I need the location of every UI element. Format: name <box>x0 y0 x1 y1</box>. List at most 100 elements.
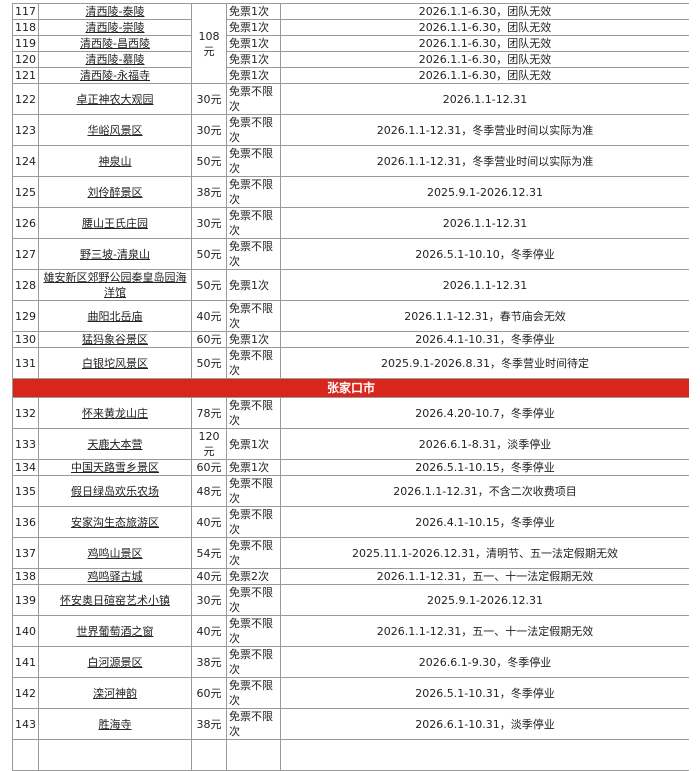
scenic-name-cell: 鸡鸣驿古城 <box>38 568 192 585</box>
table-row: 133 天鹿大本营 120元 免票1次 2026.6.1-8.31，淡季停业 <box>12 428 689 460</box>
row-number: 129 <box>12 300 39 332</box>
validity-note: 2026.1.1-6.30，团队无效 <box>280 35 689 52</box>
table-row: 132 怀来黄龙山庄 78元 免票不限次 2026.4.20-10.7，冬季停业 <box>12 397 689 429</box>
table-row: 142 滦河神韵 60元 免票不限次 2026.5.1-10.31，冬季停业 <box>12 677 689 709</box>
price: 40元 <box>191 506 227 538</box>
scenic-name-cell: 雄安新区郊野公园秦皇岛园海洋馆 <box>38 269 192 301</box>
validity-note: 2026.1.1-12.31，五一、十一法定假期无效 <box>280 568 689 585</box>
scenic-name-cell: 滦河神韵 <box>38 677 192 709</box>
row-number: 140 <box>12 615 39 647</box>
price: 78元 <box>191 397 227 429</box>
section-row: 张家口市 <box>12 378 689 398</box>
ticket-type: 免票不限次 <box>226 114 281 146</box>
scenic-name: 曲阳北岳庙 <box>87 309 143 323</box>
empty-cell <box>191 739 227 771</box>
validity-note: 2026.1.1-6.30，团队无效 <box>280 3 689 20</box>
scenic-name: 胜海寺 <box>98 717 132 731</box>
section-title: 张家口市 <box>12 378 689 398</box>
validity-note: 2026.1.1-6.30，团队无效 <box>280 67 689 84</box>
table-row: 138 鸡鸣驿古城 40元 免票2次 2026.1.1-12.31，五一、十一法定假期无… <box>12 568 689 585</box>
validity-note: 2025.9.1-2026.12.31 <box>280 584 689 616</box>
scenic-name-cell: 清西陵-慕陵 <box>38 51 192 68</box>
scenic-name-cell: 野三坡-清泉山 <box>38 238 192 270</box>
scenic-name-cell: 腰山王氏庄园 <box>38 207 192 239</box>
scenic-name-cell: 卓正神农大观园 <box>38 83 192 115</box>
row-number: 119 <box>12 35 39 52</box>
scenic-name-cell: 中国天路雪乡景区 <box>38 459 192 476</box>
scenic-name-cell: 清西陵-永福寺 <box>38 67 192 84</box>
scenic-name-cell: 胜海寺 <box>38 708 192 740</box>
scenic-name: 野三坡-清泉山 <box>80 247 150 261</box>
scenic-name-cell: 清西陵-泰陵 <box>38 3 192 20</box>
validity-note: 2026.1.1-12.31 <box>280 83 689 115</box>
scenic-name-cell: 猛犸象谷景区 <box>38 331 192 348</box>
ticket-type: 免票不限次 <box>226 475 281 507</box>
validity-note: 2026.5.1-10.15，冬季停业 <box>280 459 689 476</box>
ticket-type: 免票1次 <box>226 459 281 476</box>
row-number: 124 <box>12 145 39 177</box>
row-number: 133 <box>12 428 39 460</box>
table-wrap: 117 清西陵-泰陵 108元 免票1次 2026.1.1-6.30，团队无效 118 清西… <box>12 3 689 771</box>
scenic-name: 天鹿大本营 <box>87 437 143 451</box>
validity-note: 2026.1.1-6.30，团队无效 <box>280 19 689 36</box>
price: 60元 <box>191 331 227 348</box>
scenic-name: 世界葡萄酒之窗 <box>76 624 154 638</box>
row-number: 121 <box>12 67 39 84</box>
scenic-name: 神泉山 <box>98 154 132 168</box>
price: 60元 <box>191 677 227 709</box>
price: 48元 <box>191 475 227 507</box>
row-number: 128 <box>12 269 39 301</box>
price: 38元 <box>191 708 227 740</box>
table-row: 135 假日绿岛欢乐农场 48元 免票不限次 2026.1.1-12.31，不含二次收费… <box>12 475 689 507</box>
scenic-name: 怀来黄龙山庄 <box>82 406 148 420</box>
ticket-type: 免票1次 <box>226 35 281 52</box>
validity-note: 2026.1.1-12.31，五一、十一法定假期无效 <box>280 615 689 647</box>
table-row: 121 清西陵-永福寺 免票1次 2026.1.1-6.30，团队无效 <box>12 67 689 84</box>
scenic-name: 腰山王氏庄园 <box>82 216 148 230</box>
row-number: 117 <box>12 3 39 20</box>
scenic-name-cell: 天鹿大本营 <box>38 428 192 460</box>
scenic-name-cell: 清西陵-崇陵 <box>38 19 192 36</box>
validity-note: 2025.11.1-2026.12.31，清明节、五一法定假期无效 <box>280 537 689 569</box>
table-row: 128 雄安新区郊野公园秦皇岛园海洋馆 50元 免票1次 2026.1.1-12.31 <box>12 269 689 301</box>
scenic-name: 清西陵-慕陵 <box>85 53 145 66</box>
row-number: 142 <box>12 677 39 709</box>
scenic-name: 清西陵-崇陵 <box>85 21 145 34</box>
validity-note: 2025.9.1-2026.8.31，冬季营业时间待定 <box>280 347 689 379</box>
ticket-type: 免票不限次 <box>226 506 281 538</box>
validity-note: 2026.1.1-12.31，冬季营业时间以实际为准 <box>280 114 689 146</box>
validity-note: 2026.5.1-10.31，冬季停业 <box>280 677 689 709</box>
price: 40元 <box>191 300 227 332</box>
scenic-name-cell: 白银坨风景区 <box>38 347 192 379</box>
scenic-name-cell: 清西陵-昌西陵 <box>38 35 192 52</box>
ticket-type: 免票不限次 <box>226 708 281 740</box>
ticket-table: 117 清西陵-泰陵 108元 免票1次 2026.1.1-6.30，团队无效 118 清西… <box>12 3 689 771</box>
scenic-name: 猛犸象谷景区 <box>82 333 148 346</box>
row-number: 122 <box>12 83 39 115</box>
validity-note: 2026.5.1-10.10，冬季停业 <box>280 238 689 270</box>
row-number: 139 <box>12 584 39 616</box>
row-number: 120 <box>12 51 39 68</box>
validity-note: 2026.6.1-10.31，淡季停业 <box>280 708 689 740</box>
validity-note: 2026.1.1-6.30，团队无效 <box>280 51 689 68</box>
price: 54元 <box>191 537 227 569</box>
scenic-name: 怀安奥日碹窑艺术小镇 <box>60 593 170 607</box>
row-number: 118 <box>12 19 39 36</box>
table-row: 131 白银坨风景区 50元 免票不限次 2025.9.1-2026.8.31，冬季营业… <box>12 347 689 379</box>
scenic-name-cell: 怀安奥日碹窑艺术小镇 <box>38 584 192 616</box>
price: 30元 <box>191 114 227 146</box>
empty-cell <box>280 739 689 771</box>
row-number: 141 <box>12 646 39 678</box>
empty-cell <box>226 739 281 771</box>
empty-cell <box>38 739 192 771</box>
price: 30元 <box>191 207 227 239</box>
row-number: 125 <box>12 176 39 208</box>
price: 30元 <box>191 83 227 115</box>
validity-note: 2026.1.1-12.31 <box>280 207 689 239</box>
validity-note: 2026.4.20-10.7，冬季停业 <box>280 397 689 429</box>
ticket-type: 免票不限次 <box>226 207 281 239</box>
table-row: 143 胜海寺 38元 免票不限次 2026.6.1-10.31，淡季停业 <box>12 708 689 740</box>
row-number: 136 <box>12 506 39 538</box>
ticket-type: 免票不限次 <box>226 176 281 208</box>
